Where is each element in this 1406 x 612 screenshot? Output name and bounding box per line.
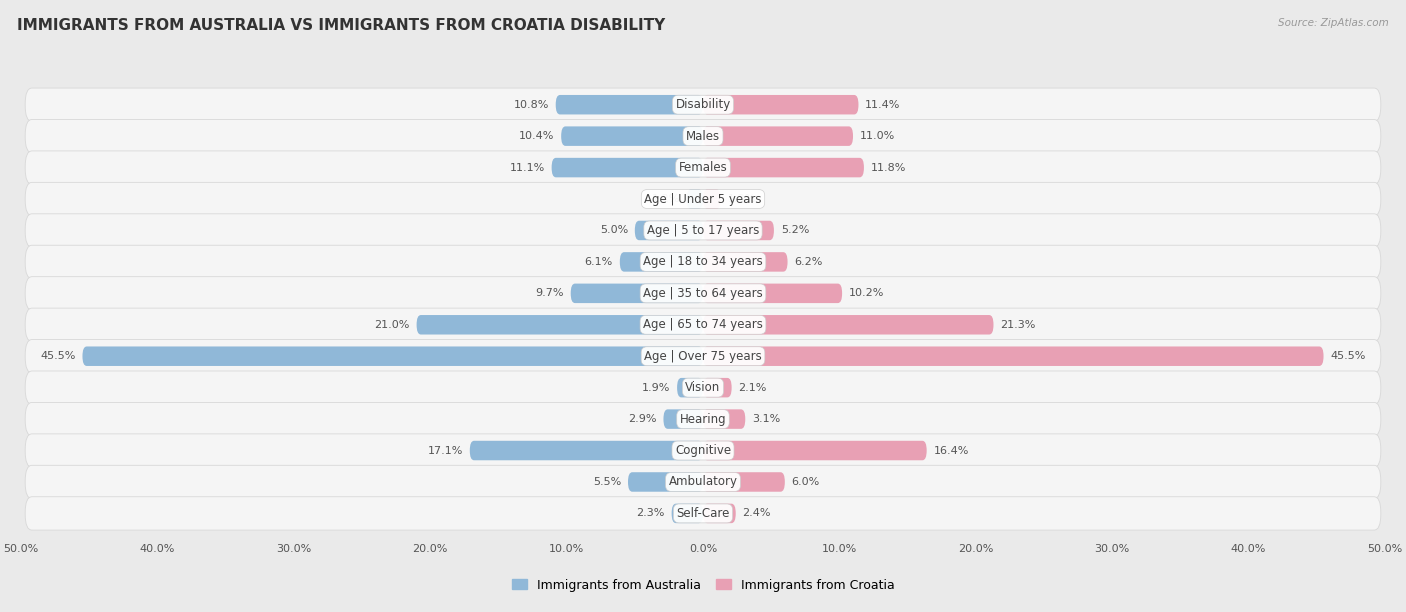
FancyBboxPatch shape — [703, 409, 745, 429]
FancyBboxPatch shape — [703, 504, 735, 523]
FancyBboxPatch shape — [25, 277, 1381, 310]
FancyBboxPatch shape — [83, 346, 703, 366]
Text: Males: Males — [686, 130, 720, 143]
FancyBboxPatch shape — [703, 252, 787, 272]
Text: Vision: Vision — [685, 381, 721, 394]
Text: 1.9%: 1.9% — [643, 382, 671, 393]
Text: 6.2%: 6.2% — [794, 257, 823, 267]
FancyBboxPatch shape — [678, 378, 703, 397]
Text: 1.3%: 1.3% — [727, 194, 756, 204]
FancyBboxPatch shape — [470, 441, 703, 460]
FancyBboxPatch shape — [25, 182, 1381, 215]
Text: 1.2%: 1.2% — [651, 194, 681, 204]
FancyBboxPatch shape — [703, 441, 927, 460]
FancyBboxPatch shape — [703, 472, 785, 491]
Text: 6.0%: 6.0% — [792, 477, 820, 487]
FancyBboxPatch shape — [25, 465, 1381, 499]
Text: Cognitive: Cognitive — [675, 444, 731, 457]
Text: Disability: Disability — [675, 98, 731, 111]
Text: 5.5%: 5.5% — [593, 477, 621, 487]
Text: Age | 5 to 17 years: Age | 5 to 17 years — [647, 224, 759, 237]
Text: 6.1%: 6.1% — [585, 257, 613, 267]
Text: 2.1%: 2.1% — [738, 382, 766, 393]
FancyBboxPatch shape — [686, 189, 703, 209]
FancyBboxPatch shape — [620, 252, 703, 272]
FancyBboxPatch shape — [703, 283, 842, 303]
FancyBboxPatch shape — [25, 119, 1381, 153]
Text: Age | 35 to 64 years: Age | 35 to 64 years — [643, 287, 763, 300]
FancyBboxPatch shape — [25, 371, 1381, 405]
Text: 45.5%: 45.5% — [41, 351, 76, 361]
Text: 11.8%: 11.8% — [870, 163, 905, 173]
FancyBboxPatch shape — [703, 158, 863, 177]
FancyBboxPatch shape — [25, 308, 1381, 341]
Text: 5.2%: 5.2% — [780, 225, 808, 236]
Legend: Immigrants from Australia, Immigrants from Croatia: Immigrants from Australia, Immigrants fr… — [506, 573, 900, 597]
Text: 21.0%: 21.0% — [374, 320, 409, 330]
Text: Age | 18 to 34 years: Age | 18 to 34 years — [643, 255, 763, 269]
Text: 2.9%: 2.9% — [628, 414, 657, 424]
Text: Age | 65 to 74 years: Age | 65 to 74 years — [643, 318, 763, 331]
FancyBboxPatch shape — [703, 221, 773, 241]
Text: Ambulatory: Ambulatory — [668, 476, 738, 488]
FancyBboxPatch shape — [664, 409, 703, 429]
Text: Hearing: Hearing — [679, 412, 727, 425]
FancyBboxPatch shape — [703, 127, 853, 146]
Text: 2.3%: 2.3% — [637, 509, 665, 518]
Text: 10.4%: 10.4% — [519, 131, 554, 141]
Text: 11.4%: 11.4% — [865, 100, 901, 110]
FancyBboxPatch shape — [703, 346, 1323, 366]
FancyBboxPatch shape — [25, 434, 1381, 467]
FancyBboxPatch shape — [703, 189, 721, 209]
Text: 11.0%: 11.0% — [860, 131, 896, 141]
Text: 5.0%: 5.0% — [600, 225, 628, 236]
FancyBboxPatch shape — [636, 221, 703, 241]
FancyBboxPatch shape — [672, 504, 703, 523]
FancyBboxPatch shape — [25, 88, 1381, 121]
FancyBboxPatch shape — [703, 378, 731, 397]
FancyBboxPatch shape — [555, 95, 703, 114]
FancyBboxPatch shape — [703, 315, 994, 335]
Text: Females: Females — [679, 161, 727, 174]
FancyBboxPatch shape — [25, 497, 1381, 530]
Text: Source: ZipAtlas.com: Source: ZipAtlas.com — [1278, 18, 1389, 28]
Text: 10.2%: 10.2% — [849, 288, 884, 298]
FancyBboxPatch shape — [25, 151, 1381, 184]
Text: Age | Under 5 years: Age | Under 5 years — [644, 193, 762, 206]
FancyBboxPatch shape — [551, 158, 703, 177]
Text: 11.1%: 11.1% — [509, 163, 544, 173]
FancyBboxPatch shape — [25, 214, 1381, 247]
FancyBboxPatch shape — [416, 315, 703, 335]
Text: 45.5%: 45.5% — [1330, 351, 1365, 361]
FancyBboxPatch shape — [25, 340, 1381, 373]
Text: 2.4%: 2.4% — [742, 509, 770, 518]
FancyBboxPatch shape — [571, 283, 703, 303]
Text: 17.1%: 17.1% — [427, 446, 463, 455]
FancyBboxPatch shape — [25, 245, 1381, 278]
Text: 9.7%: 9.7% — [536, 288, 564, 298]
Text: Age | Over 75 years: Age | Over 75 years — [644, 349, 762, 363]
Text: IMMIGRANTS FROM AUSTRALIA VS IMMIGRANTS FROM CROATIA DISABILITY: IMMIGRANTS FROM AUSTRALIA VS IMMIGRANTS … — [17, 18, 665, 34]
Text: 16.4%: 16.4% — [934, 446, 969, 455]
Text: 10.8%: 10.8% — [513, 100, 548, 110]
FancyBboxPatch shape — [628, 472, 703, 491]
FancyBboxPatch shape — [25, 403, 1381, 436]
Text: 21.3%: 21.3% — [1000, 320, 1036, 330]
Text: Self-Care: Self-Care — [676, 507, 730, 520]
FancyBboxPatch shape — [561, 127, 703, 146]
FancyBboxPatch shape — [703, 95, 859, 114]
Text: 3.1%: 3.1% — [752, 414, 780, 424]
